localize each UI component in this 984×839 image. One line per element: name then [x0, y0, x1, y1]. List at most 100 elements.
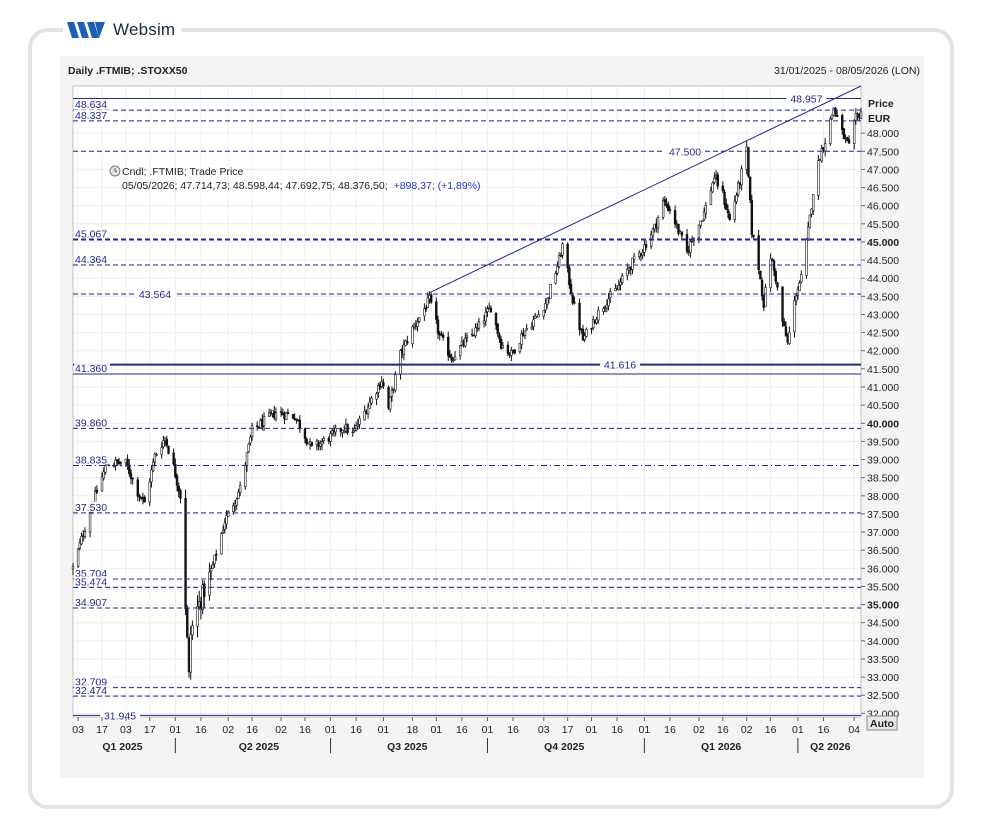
chart-panel: Daily .FTMIB; .STOXX50 31/01/2025 - 08/0… — [60, 56, 924, 778]
legend-values: 05/05/2026; 47.714,73; 48.598,44; 47.692… — [122, 180, 481, 192]
candle-body — [334, 427, 337, 433]
candle-body — [597, 310, 600, 321]
candle-body — [458, 345, 462, 357]
candle-body — [532, 319, 535, 327]
candle-body — [279, 411, 283, 413]
level-label: 45.067 — [75, 229, 107, 241]
candle-body — [78, 542, 82, 549]
candle-body — [351, 431, 354, 434]
top-level-label: 48.957 — [790, 93, 822, 105]
candle-body — [209, 568, 213, 572]
candle-body — [402, 344, 406, 355]
candle-body — [619, 281, 622, 286]
price-chart[interactable]: Daily .FTMIB; .STOXX50 31/01/2025 - 08/0… — [60, 56, 924, 778]
candle-body — [138, 495, 141, 498]
candle-body — [711, 182, 714, 193]
level-label-bg — [74, 362, 110, 373]
candle-body — [820, 148, 823, 162]
candle-body — [249, 436, 252, 444]
level-label-bg — [74, 228, 110, 239]
candle-body — [499, 339, 503, 349]
level-label-bg — [74, 109, 110, 120]
level-label-bg — [100, 709, 140, 721]
candle-body — [644, 244, 648, 248]
candle-body — [227, 510, 230, 517]
candle-body — [128, 464, 131, 474]
candle-body — [191, 625, 194, 636]
candle-body — [358, 418, 361, 425]
candle-body — [221, 530, 225, 533]
level-label: 41.360 — [75, 363, 107, 375]
candle-body — [484, 312, 487, 322]
candle-body — [189, 634, 192, 673]
candle-body — [116, 459, 119, 463]
candle-body — [573, 301, 576, 304]
candle-body — [581, 328, 585, 341]
x-tick-label: 17 — [96, 724, 108, 736]
candle-body — [501, 344, 505, 349]
candle-body — [680, 231, 684, 236]
candle-body — [545, 297, 549, 305]
y-tick-label: 43.000 — [867, 309, 899, 321]
candle-body — [184, 497, 187, 610]
candle-body — [726, 209, 730, 214]
candle-body — [723, 191, 726, 205]
candle-body — [441, 334, 445, 338]
x-tick-label: 16 — [765, 724, 777, 736]
x-tick-label: 16 — [818, 724, 830, 736]
trendline — [429, 85, 862, 294]
level-label: 38.835 — [75, 455, 107, 467]
candle-body — [847, 139, 851, 144]
candle-body — [286, 412, 290, 415]
candle-body — [569, 284, 573, 295]
candle-body — [740, 168, 743, 186]
candle-body — [303, 428, 307, 439]
candle-body — [697, 224, 701, 238]
y-tick-label: 35.500 — [867, 581, 899, 593]
candle-body — [759, 270, 762, 280]
candle-body — [736, 182, 740, 195]
candle-body — [418, 317, 421, 322]
x-tick-label: 02 — [275, 724, 287, 736]
candle-body — [177, 485, 180, 492]
candle-body — [453, 356, 457, 361]
level-label: 37.530 — [75, 502, 107, 514]
candle-body — [663, 199, 667, 203]
level-label: 48.634 — [75, 99, 107, 111]
candle-body — [390, 389, 394, 397]
level-label: 31.945 — [104, 710, 136, 722]
candle-body — [235, 498, 238, 506]
candle-body — [262, 416, 266, 427]
candle-body — [377, 385, 380, 393]
candle-body — [668, 209, 672, 211]
plot-area[interactable] — [72, 85, 862, 718]
candle-body — [250, 425, 254, 437]
candle-body — [470, 333, 474, 336]
candle-body — [322, 438, 325, 441]
candle-body — [448, 354, 452, 358]
candle-body — [810, 208, 813, 215]
candle-body — [823, 143, 827, 152]
brand-name: Websim — [113, 20, 176, 39]
x-axis: 03 17 03 17 01 16 02 16 02 16 01 16 01 18 01 16 01 16 03 17… — [72, 717, 860, 753]
candle-body — [363, 410, 366, 421]
legend: Cndl; .FTMIB; Trade Price 05/05/2026; 47… — [109, 165, 481, 192]
candle-body — [748, 176, 752, 201]
y-tick-label: 34.500 — [867, 618, 899, 630]
y-tick-label: 32.500 — [867, 690, 899, 702]
y-axis-title: Price — [868, 98, 894, 110]
candle-body — [583, 335, 586, 340]
candle-body — [211, 564, 215, 569]
candle-body — [609, 291, 612, 298]
auto-scale-button[interactable] — [866, 715, 898, 731]
x-tick-label: 16 — [611, 724, 623, 736]
candle-body — [510, 350, 513, 356]
candle-body — [806, 226, 810, 239]
candle-body — [571, 295, 574, 304]
candle-body — [71, 566, 75, 570]
candle-body — [772, 260, 776, 271]
candle-body — [854, 113, 858, 121]
candle-body — [673, 210, 677, 225]
candle-body — [102, 471, 105, 479]
candle-body — [424, 307, 428, 310]
